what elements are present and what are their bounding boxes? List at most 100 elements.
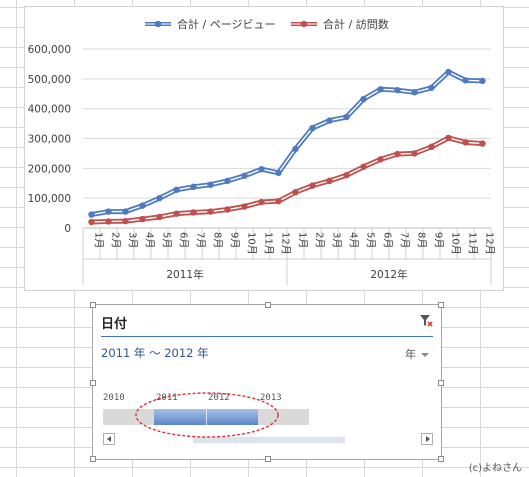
y-tick-label: 400,000: [28, 104, 71, 116]
y-tick-label: 500,000: [28, 74, 71, 86]
data-point: [275, 169, 282, 177]
resize-handle-bottom-left[interactable]: [90, 456, 96, 462]
month-tick-label: 5月: [161, 232, 173, 248]
data-point: [207, 181, 214, 188]
data-point: [224, 177, 231, 185]
data-point: [258, 166, 265, 173]
month-tick-label: 2月: [110, 232, 122, 248]
month-tick-label: 7月: [195, 232, 207, 248]
data-point: [479, 77, 486, 85]
scroll-right-button[interactable]: [421, 433, 433, 445]
time-level-dropdown[interactable]: 年: [405, 346, 429, 362]
data-point: [292, 189, 299, 196]
timeline-year-label: 2011: [156, 393, 178, 403]
y-tick-label: 200,000: [28, 163, 71, 175]
resize-handle-top[interactable]: [265, 302, 271, 308]
series-line-highlight: [91, 71, 483, 216]
month-tick-label: 12月: [484, 232, 496, 255]
data-point: [88, 211, 95, 218]
month-tick-label: 6月: [382, 232, 394, 248]
timeline-segment-2012[interactable]: [206, 409, 258, 425]
data-point: [309, 182, 316, 189]
series-line-highlight: [91, 137, 483, 223]
y-tick-label: 600,000: [28, 44, 71, 56]
legend-marker: [300, 20, 308, 28]
legend-label: 合計 / 訪問数: [323, 17, 389, 31]
y-tick-label: 100,000: [28, 193, 71, 205]
timeline-slicer[interactable]: 日付 2011 年 ～ 2012 年 年 2010 2011 2012 2013: [90, 302, 444, 462]
month-tick-label: 8月: [416, 232, 428, 248]
data-point: [479, 140, 486, 147]
series-line: [91, 69, 483, 218]
watermark: (c)よねさん: [468, 463, 522, 474]
timeline-year-label: 2013: [260, 393, 282, 403]
data-point: [428, 84, 435, 91]
month-tick-label: 7月: [399, 232, 411, 248]
data-point: [394, 86, 401, 94]
data-point: [173, 210, 180, 217]
month-tick-label: 4月: [348, 232, 360, 248]
month-tick-label: 4月: [144, 232, 156, 248]
resize-handle-bottom[interactable]: [265, 456, 271, 462]
data-point: [377, 86, 384, 93]
data-point: [411, 150, 418, 157]
data-point: [445, 68, 452, 76]
data-point: [190, 183, 197, 191]
legend-marker: [154, 20, 162, 28]
data-point: [190, 209, 197, 216]
data-point: [360, 95, 367, 103]
data-point: [343, 171, 350, 179]
resize-handle-top-left[interactable]: [90, 302, 96, 308]
data-point: [275, 197, 282, 205]
timeline-scrollbar-thumb[interactable]: [193, 437, 345, 443]
resize-handle-left[interactable]: [90, 380, 96, 386]
month-tick-label: 10月: [450, 232, 462, 255]
data-point: [105, 208, 112, 215]
selected-range-label: 2011 年 ～ 2012 年: [101, 346, 209, 360]
data-point: [394, 150, 401, 158]
data-point: [122, 208, 129, 215]
clear-filter-icon[interactable]: [419, 314, 433, 328]
slicer-title: 日付: [101, 317, 128, 332]
month-tick-label: 8月: [212, 232, 224, 248]
data-point: [241, 203, 248, 210]
segment-divider: [206, 409, 207, 425]
timeline-segment-2011[interactable]: [154, 409, 206, 425]
month-tick-label: 11月: [467, 232, 479, 255]
data-point: [360, 163, 367, 171]
slicer-header-divider: [101, 336, 433, 337]
selection-highlight-ellipse: [135, 392, 279, 438]
data-point: [343, 113, 350, 121]
resize-handle-bottom-right[interactable]: [438, 456, 444, 462]
data-point: [258, 198, 265, 206]
data-point: [292, 145, 299, 153]
month-tick-label: 3月: [127, 232, 139, 248]
data-point: [428, 143, 435, 151]
pivot-chart[interactable]: 0 100,000 200,000 300,000 400,000 500,000 600,…: [24, 6, 504, 291]
data-point: [173, 186, 180, 194]
month-tick-label: 10月: [246, 232, 258, 255]
year-group-label: 2012年: [370, 268, 407, 281]
data-point: [309, 124, 316, 132]
y-tick-label: 0: [64, 223, 71, 235]
y-tick-label: 300,000: [28, 134, 71, 146]
resize-handle-right[interactable]: [438, 380, 444, 386]
data-point: [139, 202, 146, 209]
time-level-value: 年: [405, 348, 416, 361]
month-tick-label: 5月: [365, 232, 377, 248]
month-tick-label: 3月: [331, 232, 343, 248]
legend-label: 合計 / ページビュー: [177, 17, 275, 31]
scroll-left-button[interactable]: [103, 433, 115, 445]
timeline-year-label: 2010: [103, 393, 125, 403]
year-group-label: 2011年: [166, 268, 203, 281]
month-tick-label: 1月: [93, 232, 105, 248]
data-point: [377, 156, 384, 163]
data-point: [156, 213, 163, 221]
data-point: [207, 208, 214, 215]
month-tick-label: 9月: [229, 232, 241, 248]
data-point: [326, 177, 333, 185]
data-point: [326, 117, 333, 124]
data-point: [105, 218, 112, 225]
resize-handle-top-right[interactable]: [438, 302, 444, 308]
chevron-down-icon: [421, 353, 429, 357]
